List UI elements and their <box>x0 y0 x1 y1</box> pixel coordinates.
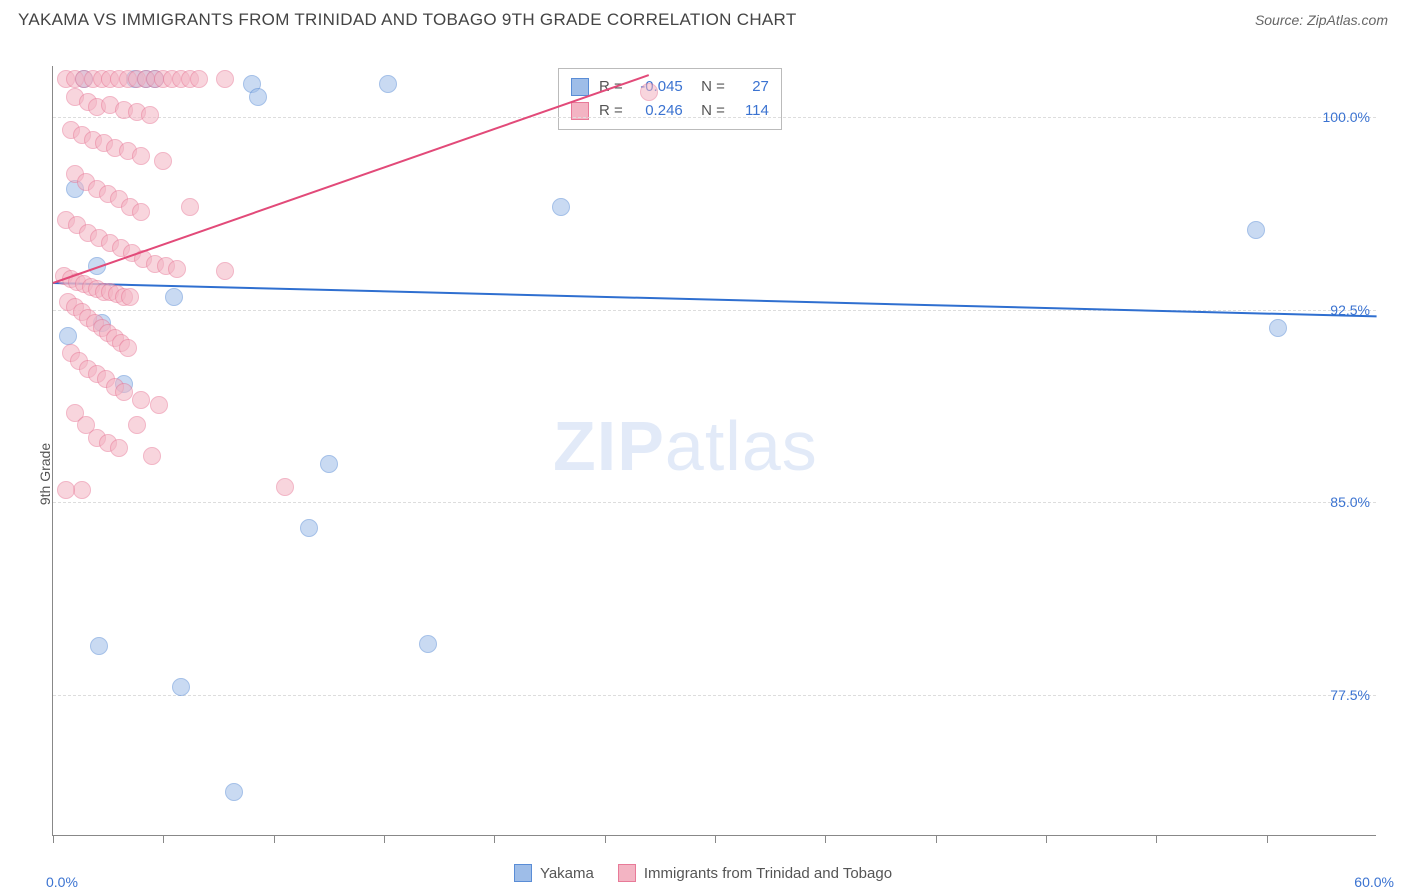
legend-item-trinidad: Immigrants from Trinidad and Tobago <box>618 864 892 882</box>
scatter-point <box>73 481 91 499</box>
stats-n-label: N = <box>693 75 725 99</box>
scatter-point <box>225 783 243 801</box>
scatter-point <box>90 637 108 655</box>
scatter-point <box>115 383 133 401</box>
scatter-point <box>121 288 139 306</box>
plot-region: ZIPatlas R =-0.045 N =27R =0.246 N =114 … <box>52 66 1376 836</box>
gridline-h <box>53 695 1376 696</box>
scatter-point <box>168 260 186 278</box>
scatter-point <box>154 152 172 170</box>
scatter-point <box>132 391 150 409</box>
scatter-point <box>640 83 658 101</box>
scatter-point <box>249 88 267 106</box>
gridline-h <box>53 117 1376 118</box>
stats-n-value: 114 <box>735 99 769 123</box>
scatter-point <box>181 198 199 216</box>
stats-r-value: 0.246 <box>633 99 683 123</box>
scatter-point <box>276 478 294 496</box>
scatter-point <box>216 262 234 280</box>
scatter-point <box>1269 319 1287 337</box>
regression-line <box>53 282 1377 317</box>
x-axis-max-label: 60.0% <box>1354 874 1394 890</box>
scatter-point <box>132 147 150 165</box>
legend-label-2: Immigrants from Trinidad and Tobago <box>644 865 892 882</box>
x-tick <box>163 835 164 843</box>
scatter-point <box>379 75 397 93</box>
watermark: ZIPatlas <box>553 406 818 486</box>
chart-area: 9th Grade ZIPatlas R =-0.045 N =27R =0.2… <box>0 46 1406 892</box>
y-tick-label: 85.0% <box>1330 494 1370 510</box>
x-tick <box>53 835 54 843</box>
x-tick <box>605 835 606 843</box>
scatter-point <box>190 70 208 88</box>
chart-title: YAKAMA VS IMMIGRANTS FROM TRINIDAD AND T… <box>18 10 797 30</box>
legend-swatch-1 <box>514 864 532 882</box>
scatter-point <box>320 455 338 473</box>
x-tick <box>274 835 275 843</box>
legend-item-yakama: Yakama <box>514 864 594 882</box>
x-tick <box>384 835 385 843</box>
scatter-point <box>552 198 570 216</box>
chart-header: YAKAMA VS IMMIGRANTS FROM TRINIDAD AND T… <box>0 0 1406 34</box>
scatter-point <box>300 519 318 537</box>
stats-row: R = 0.246 N = 114 <box>571 99 769 123</box>
scatter-point <box>172 678 190 696</box>
scatter-point <box>143 447 161 465</box>
correlation-stats-box: R =-0.045 N =27R =0.246 N =114 <box>558 68 782 130</box>
x-tick <box>715 835 716 843</box>
x-tick <box>1156 835 1157 843</box>
stats-n-value: 27 <box>735 75 769 99</box>
x-axis-min-label: 0.0% <box>46 874 78 890</box>
x-tick <box>1046 835 1047 843</box>
stats-row: R =-0.045 N =27 <box>571 75 769 99</box>
stats-swatch <box>571 78 589 96</box>
x-tick <box>1267 835 1268 843</box>
scatter-point <box>216 70 234 88</box>
scatter-point <box>57 481 75 499</box>
scatter-point <box>128 416 146 434</box>
chart-source: Source: ZipAtlas.com <box>1255 12 1388 28</box>
x-tick <box>494 835 495 843</box>
scatter-point <box>141 106 159 124</box>
scatter-point <box>150 396 168 414</box>
scatter-point <box>419 635 437 653</box>
gridline-h <box>53 502 1376 503</box>
stats-r-label: R = <box>599 99 623 123</box>
y-axis-label: 9th Grade <box>37 443 53 505</box>
scatter-point <box>119 339 137 357</box>
scatter-point <box>165 288 183 306</box>
scatter-point <box>1247 221 1265 239</box>
y-tick-label: 77.5% <box>1330 687 1370 703</box>
stats-n-label: N = <box>693 99 725 123</box>
legend-label-1: Yakama <box>540 865 594 882</box>
legend: Yakama Immigrants from Trinidad and Toba… <box>0 858 1406 892</box>
legend-swatch-2 <box>618 864 636 882</box>
y-tick-label: 100.0% <box>1323 109 1370 125</box>
scatter-point <box>110 439 128 457</box>
scatter-point <box>132 203 150 221</box>
x-tick <box>936 835 937 843</box>
scatter-point <box>59 327 77 345</box>
x-tick <box>825 835 826 843</box>
